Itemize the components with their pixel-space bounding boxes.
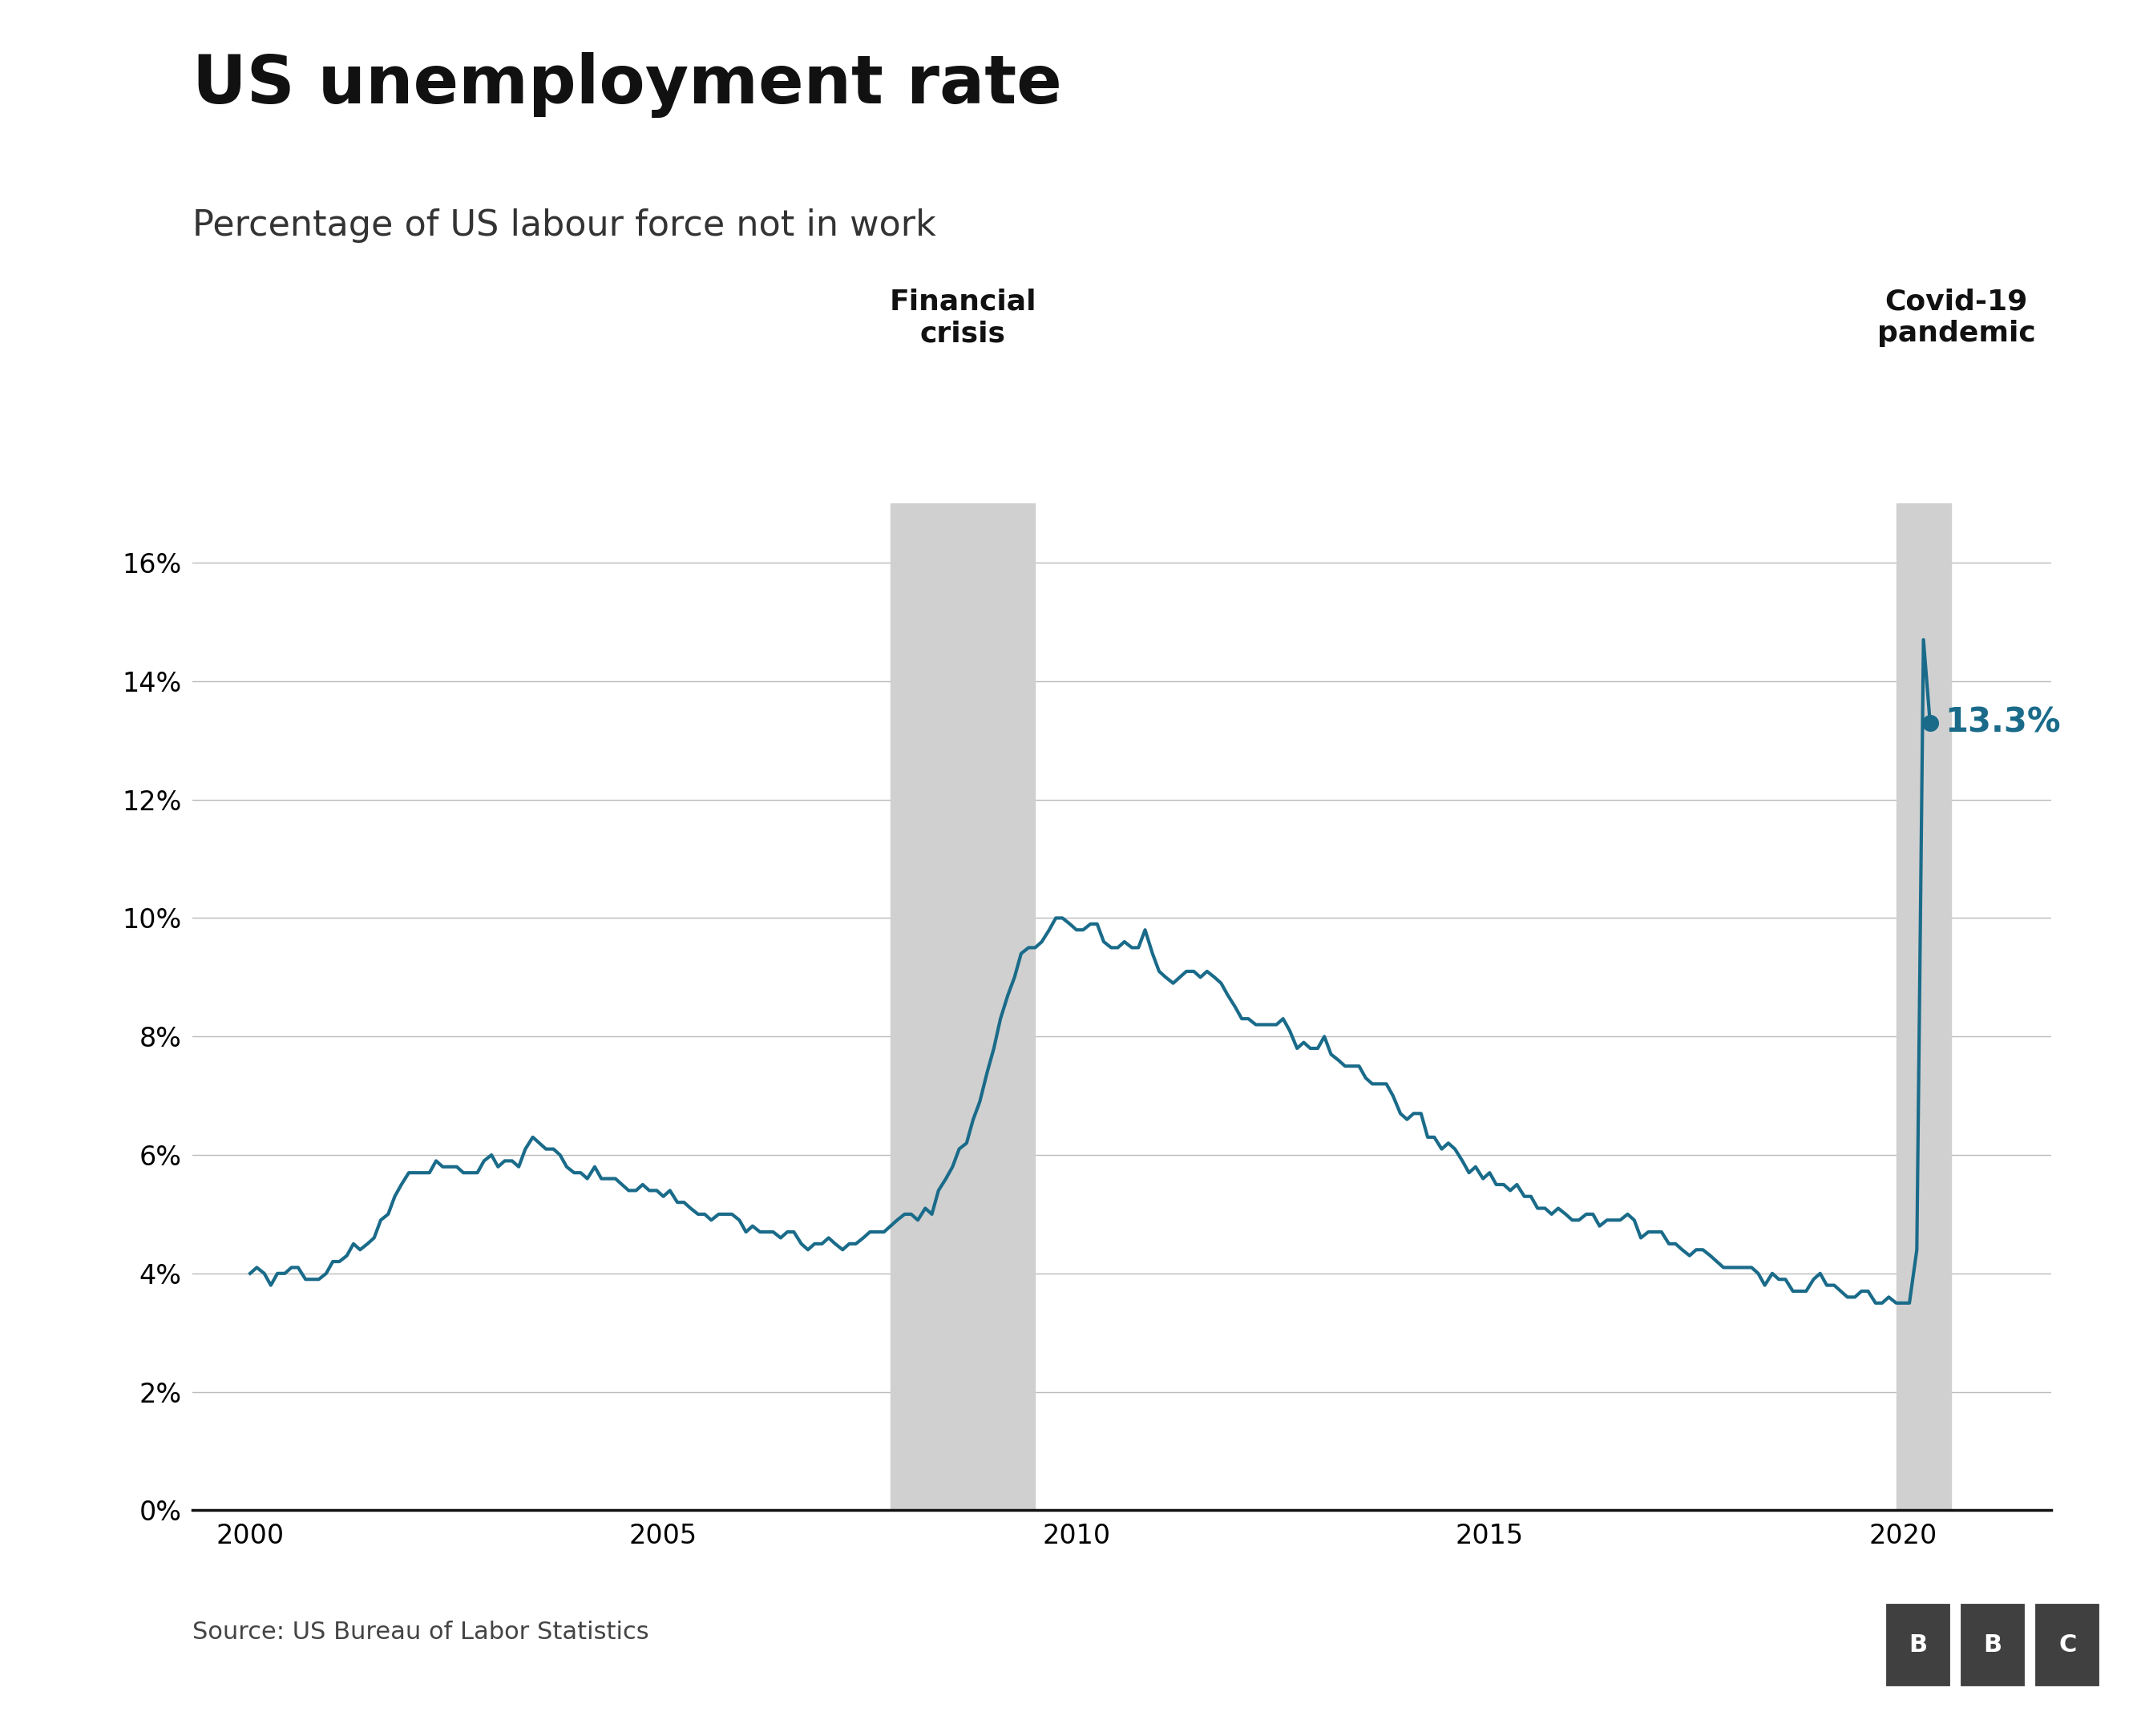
Bar bbox=[891, 503, 1034, 1510]
Text: B: B bbox=[1908, 1634, 1928, 1656]
Text: 13.3%: 13.3% bbox=[1945, 707, 2060, 740]
Text: Percentage of US labour force not in work: Percentage of US labour force not in wor… bbox=[192, 208, 936, 243]
Bar bbox=[1896, 503, 1951, 1510]
Text: Source: US Bureau of Labor Statistics: Source: US Bureau of Labor Statistics bbox=[192, 1620, 650, 1644]
Point bbox=[1913, 708, 1947, 736]
Bar bbox=[1885, 1602, 1951, 1687]
Bar bbox=[2034, 1602, 2101, 1687]
Bar bbox=[1960, 1602, 2026, 1687]
Text: Covid-19
pandemic: Covid-19 pandemic bbox=[1876, 288, 2037, 347]
Text: C: C bbox=[2058, 1634, 2077, 1656]
Text: Financial
crisis: Financial crisis bbox=[889, 288, 1036, 347]
Text: B: B bbox=[1983, 1634, 2002, 1656]
Text: US unemployment rate: US unemployment rate bbox=[192, 52, 1062, 118]
